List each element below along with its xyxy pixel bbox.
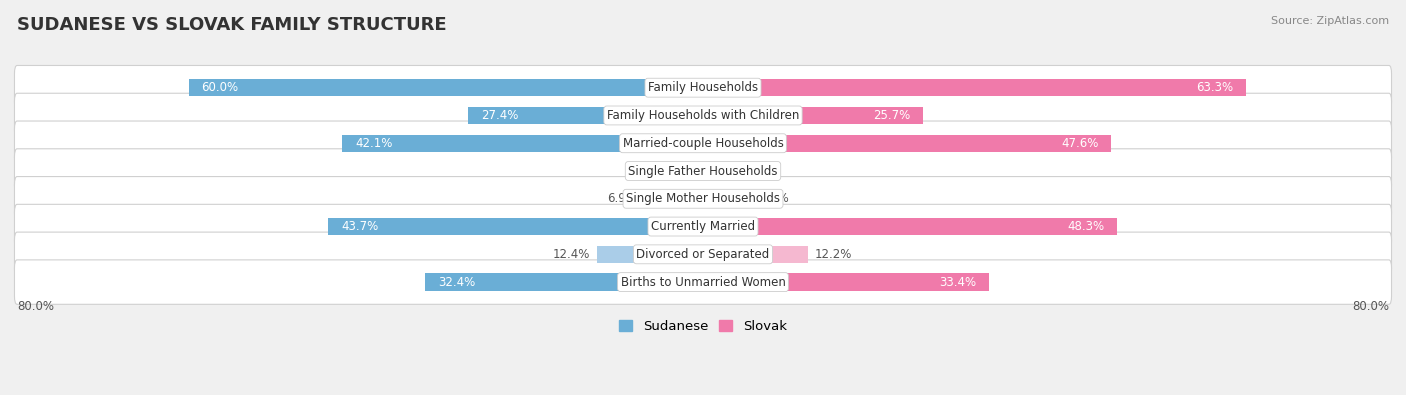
- Bar: [703, 135, 1111, 152]
- Bar: [703, 107, 924, 124]
- Text: 33.4%: 33.4%: [939, 276, 977, 289]
- FancyBboxPatch shape: [14, 204, 1392, 249]
- Bar: [703, 162, 721, 180]
- Bar: [703, 79, 1246, 96]
- Text: Family Households with Children: Family Households with Children: [607, 109, 799, 122]
- Text: 5.7%: 5.7%: [759, 192, 789, 205]
- Text: 63.3%: 63.3%: [1195, 81, 1233, 94]
- Text: 25.7%: 25.7%: [873, 109, 911, 122]
- Bar: [468, 107, 703, 124]
- Bar: [703, 273, 990, 291]
- Text: 12.2%: 12.2%: [814, 248, 852, 261]
- Text: 32.4%: 32.4%: [439, 276, 475, 289]
- Text: Births to Unmarried Women: Births to Unmarried Women: [620, 276, 786, 289]
- Text: 2.4%: 2.4%: [645, 164, 675, 177]
- Text: 42.1%: 42.1%: [354, 137, 392, 150]
- FancyBboxPatch shape: [14, 93, 1392, 138]
- Legend: Sudanese, Slovak: Sudanese, Slovak: [614, 315, 792, 338]
- Bar: [644, 190, 703, 207]
- Text: Divorced or Separated: Divorced or Separated: [637, 248, 769, 261]
- Text: 6.9%: 6.9%: [607, 192, 637, 205]
- Text: 2.2%: 2.2%: [728, 164, 759, 177]
- Text: 47.6%: 47.6%: [1062, 137, 1098, 150]
- Bar: [703, 190, 752, 207]
- Text: Single Mother Households: Single Mother Households: [626, 192, 780, 205]
- Bar: [188, 79, 703, 96]
- Text: SUDANESE VS SLOVAK FAMILY STRUCTURE: SUDANESE VS SLOVAK FAMILY STRUCTURE: [17, 16, 447, 34]
- Text: 43.7%: 43.7%: [342, 220, 378, 233]
- Text: 27.4%: 27.4%: [481, 109, 519, 122]
- Text: 12.4%: 12.4%: [553, 248, 591, 261]
- Text: 48.3%: 48.3%: [1067, 220, 1104, 233]
- Text: Single Father Households: Single Father Households: [628, 164, 778, 177]
- Text: 80.0%: 80.0%: [17, 300, 53, 313]
- FancyBboxPatch shape: [14, 149, 1392, 193]
- Bar: [682, 162, 703, 180]
- Text: Source: ZipAtlas.com: Source: ZipAtlas.com: [1271, 16, 1389, 26]
- FancyBboxPatch shape: [14, 232, 1392, 276]
- Bar: [342, 135, 703, 152]
- Text: Married-couple Households: Married-couple Households: [623, 137, 783, 150]
- Bar: [328, 218, 703, 235]
- FancyBboxPatch shape: [14, 66, 1392, 110]
- FancyBboxPatch shape: [14, 260, 1392, 304]
- FancyBboxPatch shape: [14, 121, 1392, 166]
- Text: Currently Married: Currently Married: [651, 220, 755, 233]
- Text: 80.0%: 80.0%: [1353, 300, 1389, 313]
- Bar: [703, 218, 1118, 235]
- Text: 60.0%: 60.0%: [201, 81, 239, 94]
- Bar: [425, 273, 703, 291]
- Bar: [703, 246, 807, 263]
- FancyBboxPatch shape: [14, 177, 1392, 221]
- Text: Family Households: Family Households: [648, 81, 758, 94]
- Bar: [596, 246, 703, 263]
